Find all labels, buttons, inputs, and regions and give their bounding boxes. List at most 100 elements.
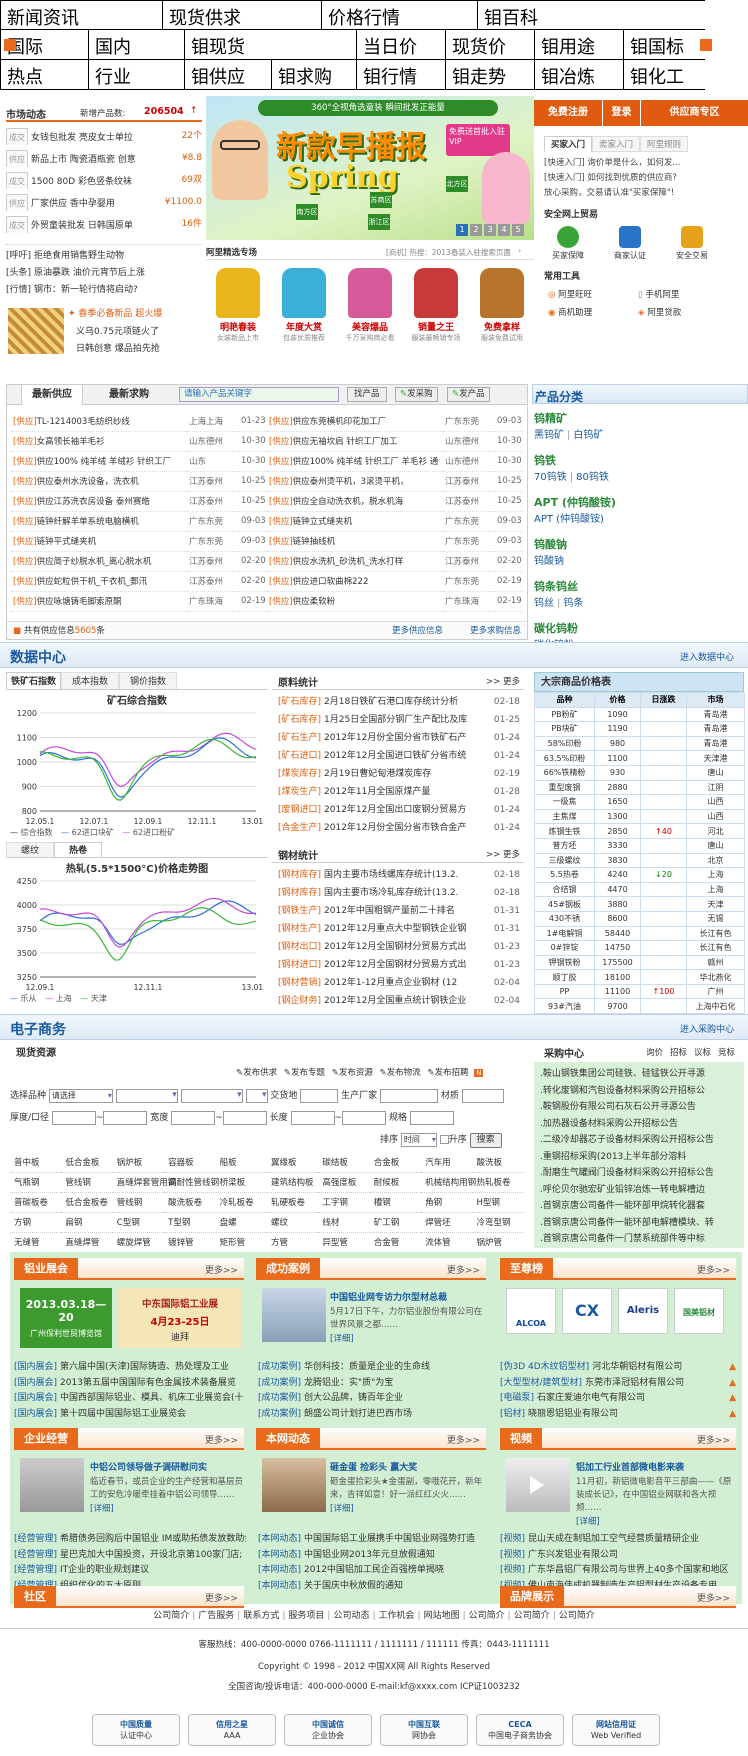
tab-iron-ore-index[interactable]: 铁矿石指数 (6, 672, 62, 689)
footer-link[interactable]: 公司简介 (468, 1611, 505, 1621)
tab-inquiry[interactable]: 询价 (646, 1048, 664, 1058)
category-name[interactable]: 钨精矿 (534, 412, 567, 425)
register-button[interactable]: 免费注册 (534, 100, 602, 126)
news-item[interactable]: [成功案例] 创大公品牌，铸百年企业 (258, 1391, 488, 1407)
supply-item[interactable]: [供应]女高领长袖羊毛衫 (11, 431, 187, 452)
intro-line[interactable]: [快速入门] 询价单是什么，如何发... (544, 158, 681, 168)
place-input[interactable] (300, 1088, 339, 1103)
find-product-button[interactable]: 找产品 (347, 387, 387, 402)
grid-cell[interactable]: 流体管 (421, 1232, 473, 1253)
nav-item[interactable]: 钼现货 (185, 30, 357, 59)
tool-item[interactable]: ◉ 商机助理 (548, 306, 638, 318)
grid-cell[interactable]: 焊管坯 (421, 1212, 473, 1233)
video-thumb[interactable] (506, 1458, 570, 1512)
category-item[interactable]: APT (仲钨酸铵) (534, 514, 604, 525)
tab-rules[interactable]: 阿里规则 (640, 136, 689, 152)
news-item[interactable]: [视频] 广东华昌铝厂有限公司与世界上40多个国家和地区 (500, 1563, 736, 1579)
stat-item[interactable]: [钢铁生产] 2012年中国粗钢产量前二十排名 01-31 (278, 902, 524, 920)
grid-cell[interactable]: 镀锌管 (164, 1232, 216, 1253)
market-item[interactable]: 成交 1500 80D 彩色竖条纹袜 69双 (6, 172, 202, 189)
news-item[interactable]: [国内展会] 中国西部国际铝业、模具、机床工业展览会(十 (14, 1391, 246, 1407)
grid-cell[interactable]: 轧硬板卷 (266, 1192, 319, 1213)
category-name[interactable]: 钨铁 (534, 454, 556, 467)
purchase-item[interactable]: .加热器设备材料采购公开招标公告 (540, 1118, 678, 1129)
pager-dot[interactable]: 2 (470, 224, 482, 236)
news-item[interactable]: [成功案例] 华创科技：质量是企业的生命线 (258, 1360, 488, 1376)
post-link[interactable]: ✎发布资源 (331, 1068, 373, 1078)
category-item[interactable]: 黑钨矿 (534, 430, 564, 441)
news-item[interactable]: [本网动态] 关于国庆中秋放假的通知 (258, 1579, 488, 1595)
footer-link[interactable]: 网站地图 (423, 1611, 460, 1621)
tab-steel-index[interactable]: 钢价指数 (119, 672, 178, 689)
footer-link[interactable]: 广告服务 (198, 1611, 235, 1621)
grid-cell[interactable]: C型钢 (112, 1212, 165, 1233)
length-min-input[interactable] (290, 1110, 335, 1125)
grid-cell[interactable]: 碳结板 (318, 1152, 370, 1173)
nav-item[interactable]: 钼百科 (484, 8, 538, 29)
trust-badge[interactable]: 信用之星 AAA (188, 1714, 276, 1746)
footer-link[interactable]: 公司简介 (558, 1611, 595, 1621)
news-item[interactable]: [经营管理]组织优化的五大原则 (14, 1579, 246, 1595)
trade-item[interactable]: 买家保障 (548, 226, 588, 261)
nav-item[interactable]: 国际 (0, 30, 89, 59)
grid-cell[interactable]: 直缝焊管 (61, 1232, 113, 1253)
stat-item[interactable]: [钢材进口] 2012年12月全国钢材分贸易方式出 01-23 (278, 956, 524, 974)
hero-banner[interactable]: 360°全视角选童装 瞬间批发正能量 新款早播报 Spring 免费送首批入驻V… (206, 96, 534, 240)
category-name[interactable]: 钨条钨丝 (534, 580, 578, 593)
trust-badge[interactable]: 中国诚信 企业协会 (284, 1714, 372, 1746)
nav-item[interactable]: 现货价 (446, 30, 535, 59)
data-center-more[interactable]: 进入数据中心 (679, 653, 734, 663)
post-link[interactable]: ✎发布招聘 (427, 1068, 469, 1078)
purchase-item[interactable]: .鞍钢股份有限公司石灰石公开寻源公告 (540, 1102, 696, 1112)
variety-select-3[interactable]: ▾ (180, 1088, 243, 1103)
tab-latest-supply[interactable]: 最新供应 (21, 385, 83, 405)
grid-cell[interactable]: 扁钢 (61, 1212, 113, 1233)
tab-latest-buy[interactable]: 最新求购 (109, 389, 149, 400)
category-name[interactable]: 碳化钨粉 (534, 622, 578, 635)
news-item[interactable]: [铝材] 晓丽恩铝铝业有限公司 ▲ (500, 1407, 736, 1423)
grid-cell[interactable]: 角钢 (421, 1192, 473, 1213)
purchase-item[interactable]: .呼伦贝尔驰宏矿业铅锌冶炼一转电解槽边 (540, 1184, 705, 1195)
intro-line[interactable]: 放心采购，交易请认准"买家保障"! (544, 188, 675, 198)
prev-icon[interactable]: ‹ (506, 246, 510, 255)
news-item[interactable]: [本网动态] 2012中国铝加工民企百强榜单揭晓 (258, 1563, 488, 1579)
grid-cell[interactable]: 螺旋焊管 (112, 1232, 165, 1253)
video-headline[interactable]: 铝加工行业首部微电影来袭 (576, 1463, 685, 1473)
market-item[interactable]: 供应 新品上市 陶瓷酒瓶瓷 创意 ¥8.8 (6, 150, 202, 167)
footer-link[interactable]: 服务项目 (288, 1611, 325, 1621)
purchase-item[interactable]: .首钢京唐公司备件一能环部电解槽模块、转 (540, 1217, 714, 1228)
video-more-link[interactable]: 更多>> (696, 1436, 730, 1446)
news-item[interactable]: [国内展会] 第十四届中国国际铝工业展览会 (14, 1407, 246, 1423)
grid-cell[interactable]: 异型管 (318, 1232, 370, 1253)
supply-item[interactable]: [供应]供应蛇粒供干机_干衣机_鄄汛 (11, 571, 187, 592)
purchase-item[interactable]: .首钢京唐公司备件一能环部甲烷转化器套 (540, 1201, 705, 1211)
post-link[interactable]: ✎发布供求 (236, 1068, 278, 1078)
nav-item[interactable]: 钼冶炼 (535, 60, 624, 89)
site-detail-link[interactable]: [详细] (330, 1504, 354, 1514)
community-more-link[interactable]: 更多>> (204, 1594, 238, 1604)
news-item[interactable]: [国内展会] 第六届中国(天津)国际铸造、热处理及工业 (14, 1360, 246, 1376)
tab-rebar[interactable]: 螺纹 (6, 842, 55, 857)
intro-line[interactable]: [快速入门] 如何找到优质的供应商? (544, 173, 677, 183)
market-promo[interactable]: ✦ 春季必备新品 超火爆 义乌0.75元项链火了 日韩创意 爆品拍先抢 (6, 304, 202, 360)
grid-cell[interactable]: 锅炉板 (112, 1152, 165, 1173)
market-item[interactable]: 成交 女钱包批发 亮皮女士单拉 22个 (6, 128, 202, 145)
grid-cell[interactable]: 合金管 (369, 1232, 422, 1253)
width-min-input[interactable] (171, 1110, 216, 1125)
news-item[interactable]: [本网动态] 中国国际铝工业展携手中国铝业网强势打造 (258, 1532, 488, 1548)
grid-cell[interactable]: 酸洗板卷 (164, 1192, 216, 1213)
grid-cell[interactable]: T型钢 (164, 1212, 216, 1233)
grid-cell[interactable]: 管线钢 (112, 1192, 165, 1213)
logo-guomei[interactable]: 国美铝材 (674, 1288, 724, 1334)
category-item[interactable]: 钨丝 (534, 598, 554, 609)
category-item[interactable]: 钨酸钠 (534, 556, 564, 567)
footer-link[interactable]: 公司简介 (513, 1611, 550, 1621)
grid-cell[interactable]: 高耐性管线钢 (164, 1172, 219, 1193)
category-item[interactable]: 70钨铁 (534, 472, 567, 483)
supply-item[interactable]: [供应]供应水洗机_砂洗机_洗水打样 (267, 551, 443, 572)
grid-cell[interactable]: 线材 (318, 1212, 370, 1233)
asc-checkbox[interactable] (439, 1135, 449, 1144)
post-link[interactable]: ✎发布物流 (379, 1068, 421, 1078)
nav-item[interactable]: 钼求购 (272, 60, 357, 89)
grid-cell[interactable]: 低合金板 (61, 1152, 113, 1173)
